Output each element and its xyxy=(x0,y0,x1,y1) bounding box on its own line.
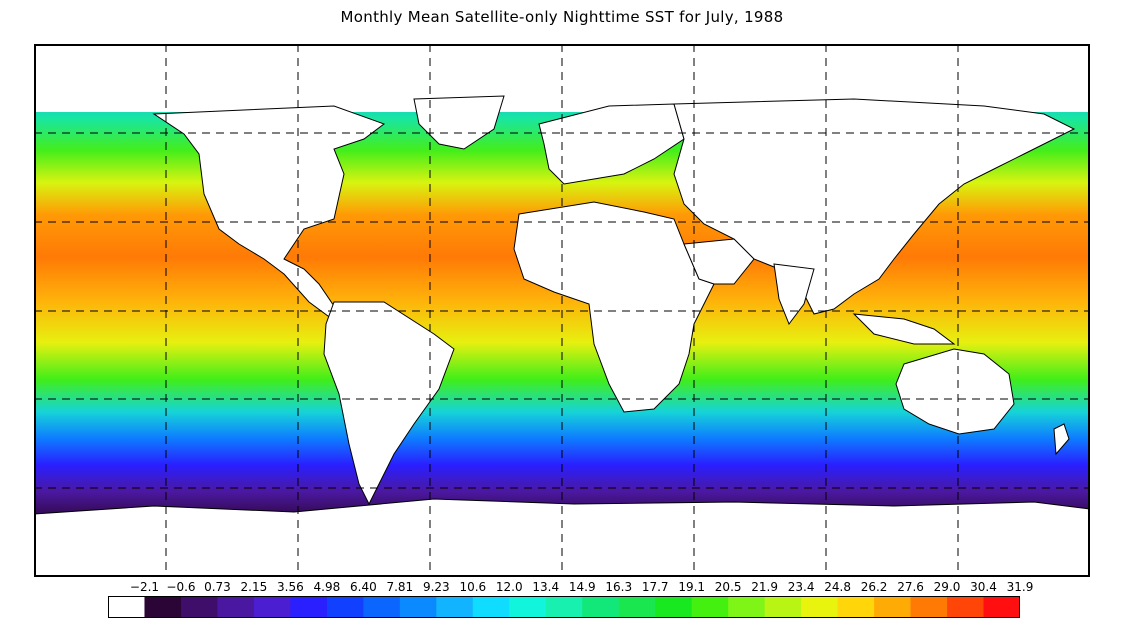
colorbar-tick-label: 19.1 xyxy=(678,580,706,594)
colorbar-tick-label: 2.15 xyxy=(240,580,268,594)
colorbar-labels: −2.1 −0.6 0.73 2.15 3.56 4.98 6.40 7.81 9.23 10.6… xyxy=(90,580,1040,596)
colorbar-swatch xyxy=(655,596,693,618)
europe xyxy=(538,103,685,185)
colorbar-tick-label: 13.4 xyxy=(532,580,560,594)
arabia xyxy=(683,238,755,285)
colorbar-tick-label: 29.0 xyxy=(933,580,961,594)
colorbar-swatch xyxy=(144,596,182,618)
colorbar-swatch xyxy=(764,596,802,618)
colorbar-tick-label: 31.9 xyxy=(1006,580,1034,594)
colorbar-tick-label: 23.4 xyxy=(787,580,815,594)
asia xyxy=(673,98,1076,315)
colorbar-swatch xyxy=(545,596,583,618)
colorbar xyxy=(108,596,1020,618)
colorbar-swatch xyxy=(290,596,328,618)
india xyxy=(773,263,815,326)
colorbar-tick-label: 4.98 xyxy=(313,580,341,594)
africa xyxy=(513,201,715,413)
colorbar-swatch xyxy=(108,596,145,618)
colorbar-swatch xyxy=(910,596,948,618)
colorbar-swatch xyxy=(326,596,364,618)
colorbar-swatch xyxy=(363,596,401,618)
colorbar-swatch xyxy=(728,596,766,618)
colorbar-border xyxy=(108,596,1020,618)
colorbar-tick-label: 26.2 xyxy=(860,580,888,594)
sst-map xyxy=(34,44,1090,577)
colorbar-swatch xyxy=(399,596,437,618)
colorbar-swatch xyxy=(217,596,255,618)
south-america xyxy=(323,301,455,506)
colorbar-tick-label: 27.6 xyxy=(897,580,924,594)
graticule xyxy=(34,44,1090,577)
colorbar-tick-label: 10.6 xyxy=(459,580,487,594)
colorbar-swatch xyxy=(618,596,656,618)
colorbar-swatch xyxy=(472,596,510,618)
colorbar-swatch xyxy=(983,596,1020,618)
colorbar-swatch xyxy=(509,596,547,618)
greenland xyxy=(413,95,505,150)
colorbar-tick-label: 21.9 xyxy=(751,580,778,594)
colorbar-swatch xyxy=(436,596,474,618)
colorbar-tick-label: 30.4 xyxy=(970,580,997,594)
colorbar-tick-label: 24.8 xyxy=(824,580,851,594)
colorbar-tick-label: 20.5 xyxy=(714,580,742,594)
colorbar-swatch xyxy=(874,596,912,618)
colorbar-tick-label: 6.40 xyxy=(350,580,377,594)
colorbar-tick-label: 17.7 xyxy=(641,580,669,594)
colorbar-tick-label: 0.73 xyxy=(204,580,231,594)
colorbar-tick-label: 3.56 xyxy=(277,580,304,594)
colorbar-swatch xyxy=(582,596,620,618)
australia xyxy=(895,348,1015,435)
map-title: Monthly Mean Satellite-only Nighttime SS… xyxy=(340,8,784,26)
colorbar-tick-label: −0.6 xyxy=(166,580,196,594)
colorbar-tick-label: 7.81 xyxy=(386,580,414,594)
new-zealand xyxy=(1053,423,1070,456)
colorbar-tick-label: −2.1 xyxy=(129,580,160,594)
indonesia xyxy=(852,313,956,345)
colorbar-swatch xyxy=(691,596,729,618)
colorbar-canvas xyxy=(108,596,1020,618)
colorbar-tick-label: 14.9 xyxy=(568,580,596,594)
colorbar-tick-label: 16.3 xyxy=(605,580,633,594)
colorbar-swatch xyxy=(253,596,291,618)
colorbar-swatch xyxy=(180,596,218,618)
colorbar-swatch xyxy=(837,596,875,618)
colorbar-tick-label: 9.23 xyxy=(422,580,450,594)
colorbar-swatch xyxy=(801,596,839,618)
colorbar-tick-label: 12.0 xyxy=(495,580,523,594)
map-border xyxy=(34,44,1090,577)
sst-map-canvas xyxy=(34,44,1090,577)
colorbar-swatch xyxy=(947,596,985,618)
